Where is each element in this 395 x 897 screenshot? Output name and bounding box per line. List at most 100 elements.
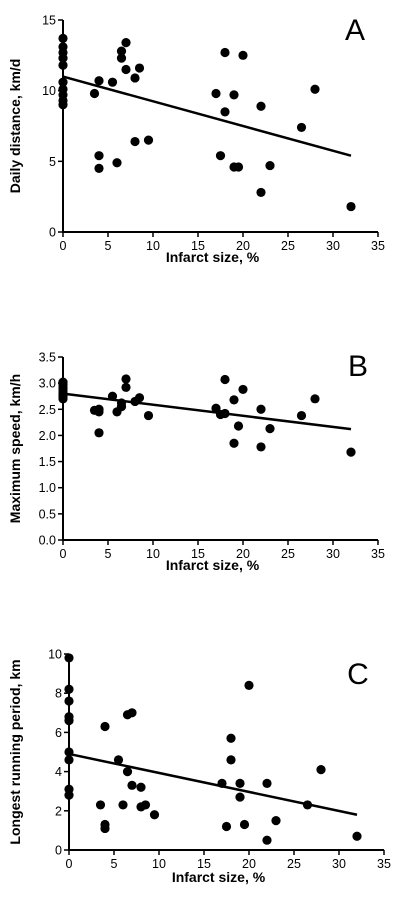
data-point — [220, 374, 230, 385]
data-point — [256, 187, 266, 198]
data-point — [95, 800, 106, 810]
data-point — [271, 816, 281, 826]
y-tick-label: 4 — [55, 765, 62, 779]
panel-label: C — [347, 658, 369, 691]
x-axis-title: Infarct size, % — [166, 557, 260, 573]
y-tick-label: 0.5 — [39, 507, 56, 521]
data-point — [226, 733, 236, 743]
data-point — [235, 778, 245, 788]
x-tick-label: 30 — [326, 239, 340, 253]
x-tick-label: 5 — [105, 547, 112, 561]
data-point — [296, 410, 307, 421]
data-point — [122, 767, 133, 777]
data-point — [143, 410, 154, 421]
data-point — [134, 393, 145, 403]
y-tick-label: 6 — [55, 726, 62, 740]
data-point — [346, 201, 356, 212]
data-point — [100, 721, 110, 732]
data-point — [211, 88, 221, 99]
y-tick-label: 0 — [49, 226, 56, 240]
data-point — [310, 394, 320, 404]
data-point — [107, 391, 118, 401]
x-tick-label: 35 — [371, 547, 385, 561]
x-tick-label: 30 — [332, 857, 346, 871]
data-point — [233, 421, 244, 431]
data-point — [64, 653, 74, 663]
x-tick-label: 20 — [242, 857, 256, 871]
x-tick-label: 35 — [377, 857, 391, 871]
data-point — [94, 163, 104, 173]
data-point — [116, 398, 127, 408]
y-tick-label: 10 — [48, 648, 62, 662]
data-point — [58, 77, 68, 87]
data-point — [262, 778, 272, 788]
data-point — [220, 107, 230, 117]
data-point — [316, 765, 326, 775]
data-point — [143, 135, 154, 145]
data-point — [229, 395, 239, 405]
data-point — [94, 151, 104, 161]
x-tick-label: 30 — [326, 547, 340, 561]
data-point — [94, 428, 104, 438]
data-point — [121, 374, 131, 384]
x-tick-label: 25 — [281, 547, 295, 561]
data-point — [302, 800, 313, 810]
x-tick-label: 35 — [371, 239, 385, 253]
data-point — [100, 823, 110, 834]
data-point — [134, 63, 145, 73]
panel-label: A — [345, 14, 365, 47]
regression-line — [62, 392, 352, 431]
x-tick-label: 25 — [281, 239, 295, 253]
x-tick-label: 0 — [66, 857, 73, 871]
data-point — [64, 755, 74, 765]
chart-panel-c: 0 5 10 15 20 25 30 35 0 2 4 6 8 10 Infarct size, % Long… — [7, 648, 391, 886]
x-tick-label: 15 — [197, 857, 211, 871]
data-point — [229, 438, 239, 448]
data-point — [58, 60, 68, 70]
x-axis-title: Infarct size, % — [172, 869, 266, 885]
x-tick-label: 20 — [236, 547, 250, 561]
y-tick-label: 3.0 — [39, 377, 56, 391]
data-point — [113, 755, 124, 765]
x-axis-title: Infarct size, % — [166, 249, 260, 265]
data-point — [215, 151, 226, 161]
data-point — [130, 73, 140, 83]
data-point — [217, 778, 227, 788]
y-tick-label: 1.5 — [39, 455, 56, 469]
data-point — [121, 38, 131, 48]
y-tick-label: 2 — [55, 804, 62, 818]
data-point — [64, 684, 74, 694]
x-tick-label: 15 — [191, 239, 205, 253]
y-tick-label: 5 — [49, 155, 56, 169]
y-tick-label: 8 — [55, 687, 62, 701]
chart-panel-b: 0 5 10 15 20 25 30 35 0.0 0.5 1.0 1.5 2.0 2.5 3.0 3.5 In… — [7, 350, 385, 573]
data-point — [265, 424, 275, 434]
data-point — [310, 84, 320, 94]
data-point — [239, 819, 250, 830]
data-point — [220, 408, 230, 419]
data-point — [256, 442, 266, 452]
x-tick-label: 0 — [60, 239, 67, 253]
data-point — [89, 88, 100, 99]
y-axis-title: Longest running period, km — [7, 659, 23, 844]
data-point — [58, 394, 68, 404]
data-point — [58, 100, 68, 110]
data-point — [121, 382, 131, 392]
x-tick-label: 10 — [146, 239, 160, 253]
data-point — [346, 447, 356, 457]
data-point — [140, 800, 151, 810]
y-tick-label: 2.5 — [39, 403, 56, 417]
data-point — [352, 831, 362, 841]
y-tick-label: 1.0 — [39, 481, 56, 495]
y-tick-label: 10 — [42, 84, 56, 98]
data-point — [127, 708, 137, 718]
y-tick-label: 15 — [42, 14, 56, 28]
data-point — [226, 755, 236, 765]
data-point — [238, 384, 248, 395]
y-tick-label: 3.5 — [39, 351, 56, 365]
x-tick-label: 25 — [287, 857, 301, 871]
data-point — [229, 90, 239, 100]
x-tick-label: 5 — [111, 857, 118, 871]
